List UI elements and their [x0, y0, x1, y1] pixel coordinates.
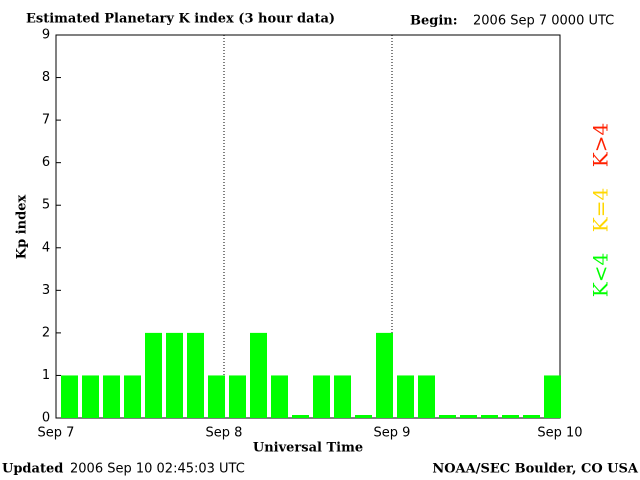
x-tick-label: Sep 9: [374, 426, 411, 441]
updated-label: Updated: [2, 462, 63, 477]
chart-title: Estimated Planetary K index (3 hour data…: [26, 12, 335, 27]
bar: [82, 375, 99, 418]
y-tick-label: 9: [42, 28, 50, 43]
legend-entry: K>4: [589, 123, 613, 167]
bar: [292, 415, 309, 418]
bar: [313, 375, 330, 418]
source: NOAA/SEC Boulder, CO USA: [432, 462, 639, 477]
bar: [439, 415, 456, 418]
begin-label: Begin:: [410, 14, 458, 29]
bar: [61, 375, 78, 418]
legend-entry: K<4: [589, 253, 613, 297]
bar: [523, 415, 540, 418]
bar: [103, 375, 120, 418]
bar: [271, 375, 288, 418]
bar: [418, 375, 435, 418]
bar: [250, 332, 267, 418]
bar: [376, 332, 393, 418]
y-tick-label: 6: [42, 155, 50, 170]
x-tick-label: Sep 10: [537, 426, 582, 441]
y-tick-label: 8: [42, 70, 50, 85]
legend-entry: K=4: [589, 188, 613, 232]
bar: [229, 375, 246, 418]
y-axis-label: Kp index: [15, 195, 30, 260]
bar: [145, 332, 162, 418]
bar: [397, 375, 414, 418]
begin-value: 2006 Sep 7 0000 UTC: [473, 14, 614, 29]
bar: [544, 375, 561, 418]
bar: [334, 375, 351, 418]
x-tick-label: Sep 7: [38, 426, 75, 441]
bar: [124, 375, 141, 418]
bar: [166, 332, 183, 418]
updated-value: 2006 Sep 10 02:45:03 UTC: [70, 462, 245, 477]
bar: [187, 332, 204, 418]
y-tick-label: 1: [42, 368, 50, 383]
bar: [208, 375, 225, 418]
bar: [460, 415, 477, 418]
y-tick-label: 5: [42, 198, 50, 213]
y-tick-label: 2: [42, 325, 50, 340]
plot-frame: [55, 34, 561, 419]
y-tick-label: 4: [42, 240, 50, 255]
x-axis-label: Universal Time: [253, 441, 363, 456]
y-tick-label: 7: [42, 113, 50, 128]
bar: [502, 415, 519, 418]
x-tick-label: Sep 8: [206, 426, 243, 441]
bar: [481, 415, 498, 418]
y-tick-label: 3: [42, 283, 50, 298]
bar: [355, 415, 372, 418]
y-tick-label: 0: [42, 411, 50, 426]
